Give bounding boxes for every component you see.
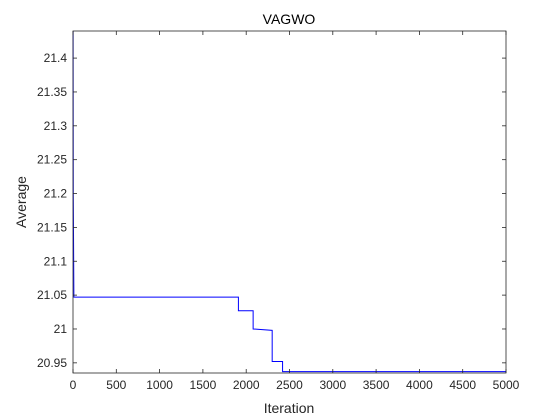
x-axis: 0 500 1000 1500 2000 2500 3000 3500 4000 4500 5000	[70, 31, 520, 392]
y-tick-label: 21.35	[37, 85, 67, 99]
x-tick-label: 2000	[233, 378, 260, 392]
y-axis: 20.95 21 21.05 21.1 21.15 21.2 21.25 21.3 21.35 2…	[37, 51, 506, 370]
x-axis-label: Iteration	[264, 400, 315, 416]
x-tick-label: 1000	[146, 378, 173, 392]
chart-title: VAGWO	[263, 11, 316, 27]
y-tick-label: 21.25	[37, 153, 67, 167]
y-tick-label: 21.1	[44, 254, 68, 268]
x-tick-label: 3500	[363, 378, 390, 392]
x-tick-label: 2500	[276, 378, 303, 392]
x-tick-label: 0	[70, 378, 77, 392]
y-tick-label: 21	[54, 322, 68, 336]
y-tick-label: 21.15	[37, 220, 67, 234]
x-tick-label: 1500	[190, 378, 217, 392]
y-tick-label: 21.4	[44, 51, 68, 65]
x-tick-label: 3000	[319, 378, 346, 392]
x-tick-label: 5000	[493, 378, 520, 392]
y-tick-label: 21.3	[44, 119, 68, 133]
plot-background	[73, 31, 506, 373]
x-tick-label: 4000	[406, 378, 433, 392]
plot-area	[72, 30, 507, 374]
y-tick-label: 21.05	[37, 288, 67, 302]
y-tick-label: 21.2	[44, 187, 68, 201]
y-tick-label: 20.95	[37, 356, 67, 370]
y-axis-label: Average	[13, 176, 29, 228]
x-tick-label: 4500	[449, 378, 476, 392]
x-tick-label: 500	[106, 378, 126, 392]
